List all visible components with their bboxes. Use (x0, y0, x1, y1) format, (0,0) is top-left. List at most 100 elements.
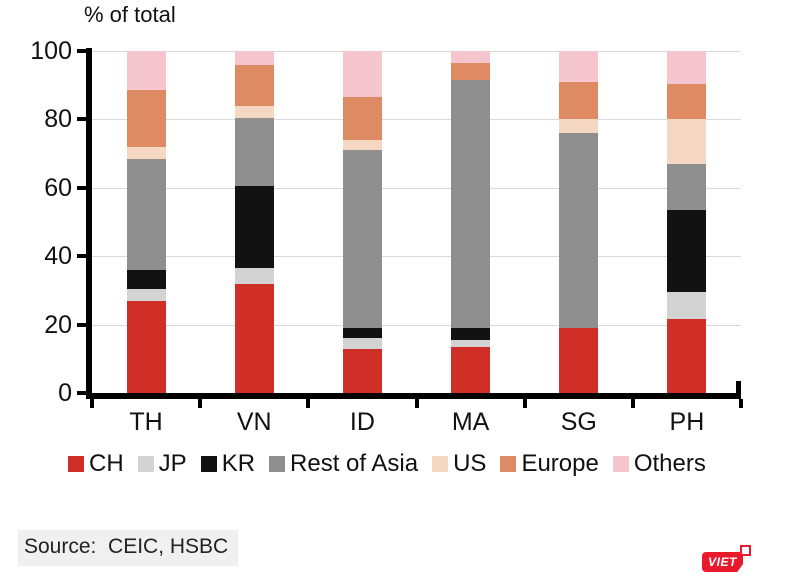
bar-MA (451, 51, 491, 393)
x-tick-4 (522, 399, 527, 408)
legend-item-ch: CH (68, 450, 124, 478)
segment-SG-europe (559, 81, 599, 120)
source-note: Source: CEIC, HSBC (18, 530, 239, 566)
gridline-60 (92, 187, 741, 189)
plot-area (92, 51, 741, 393)
viet-logo: VIET (702, 545, 752, 573)
x-axis-label-ID: ID (349, 408, 375, 436)
segment-TH-rest-of-asia (126, 158, 166, 270)
segment-VN-rest-of-asia (234, 117, 274, 187)
segment-TH-europe (126, 90, 166, 147)
legend-item-europe: Europe (500, 450, 599, 478)
segment-SG-ch (559, 328, 599, 393)
y-tick-80 (77, 117, 86, 122)
legend: CH JP KR Rest of Asia US Europe Others (68, 450, 706, 478)
segment-VN-europe (234, 64, 274, 106)
segment-SG-rest-of-asia (559, 133, 599, 329)
bar-ID (342, 51, 382, 393)
legend-swatch-icon (432, 456, 449, 472)
x-tick-5 (630, 399, 635, 408)
y-axis-label-0: 0 (58, 379, 72, 407)
segment-ID-ch (342, 348, 382, 393)
y-tick-40 (77, 254, 86, 259)
bar-PH (667, 51, 707, 393)
y-axis-label-60: 60 (44, 173, 72, 202)
segment-PH-ch (667, 319, 707, 393)
legend-item-jp: JP (137, 450, 187, 478)
x-tick-6 (739, 399, 743, 408)
segment-PH-us (667, 119, 707, 164)
segment-VN-us (234, 105, 274, 118)
segment-ID-rest-of-asia (342, 150, 382, 329)
legend-label: Rest of Asia (290, 450, 419, 477)
legend-item-kr: KR (200, 450, 256, 478)
x-tick-2 (306, 399, 311, 408)
segment-PH-kr (667, 210, 707, 293)
x-axis-label-VN: VN (236, 408, 272, 436)
x-axis-label-MA: MA (451, 408, 490, 436)
legend-item-us: US (432, 450, 486, 478)
legend-swatch-icon (68, 456, 84, 472)
segment-PH-others (667, 51, 707, 84)
viet-logo-corner-icon (740, 545, 751, 556)
segment-ID-us (342, 139, 382, 151)
y-axis-label-100: 100 (30, 37, 72, 65)
segment-VN-kr (234, 186, 274, 269)
x-axis-label-SG: SG (560, 408, 597, 436)
segment-SG-others (559, 51, 599, 82)
x-axis-line (86, 393, 741, 399)
legend-item-rest-of-asia: Rest of Asia (269, 450, 418, 478)
bar-SG (559, 51, 599, 393)
segment-TH-kr (126, 269, 166, 289)
segment-PH-jp (667, 292, 707, 320)
y-axis-label-80: 80 (44, 105, 72, 134)
legend-swatch-icon (200, 456, 217, 472)
legend-label: Europe (521, 450, 599, 477)
y-tick-100 (77, 49, 86, 53)
legend-label: KR (221, 450, 256, 477)
x-axis-end-tick (736, 381, 741, 394)
segment-TH-others (126, 51, 166, 91)
segment-MA-jp (451, 340, 491, 347)
segment-ID-others (342, 51, 382, 98)
segment-ID-europe (342, 97, 382, 140)
x-tick-1 (198, 399, 203, 408)
x-tick-0 (90, 399, 94, 408)
bar-VN (234, 51, 274, 393)
segment-MA-europe (451, 62, 491, 81)
viet-logo-box: VIET (702, 552, 743, 572)
legend-label: Others (633, 450, 706, 477)
gridline-20 (92, 324, 741, 326)
legend-swatch-icon (612, 456, 629, 472)
bar-TH (126, 51, 166, 393)
segment-MA-kr (451, 328, 491, 340)
y-axis-label-40: 40 (44, 242, 72, 271)
segment-TH-ch (126, 300, 166, 393)
segment-PH-europe (667, 83, 707, 120)
y-axis-label-20: 20 (44, 310, 72, 339)
y-tick-0 (77, 391, 86, 395)
segment-VN-jp (234, 268, 274, 284)
x-tick-3 (414, 399, 419, 408)
segment-MA-others (451, 51, 491, 63)
legend-label: US (453, 450, 487, 477)
x-axis-label-PH: PH (669, 408, 705, 436)
legend-swatch-icon (137, 456, 154, 472)
segment-VN-others (234, 51, 274, 65)
gridline-100 (92, 51, 741, 52)
legend-swatch-icon (500, 456, 517, 472)
gridline-40 (92, 256, 741, 258)
segment-ID-jp (342, 338, 382, 349)
y-tick-20 (77, 322, 86, 327)
legend-label: CH (89, 450, 124, 477)
legend-label: JP (158, 450, 187, 477)
segment-TH-jp (126, 288, 166, 301)
y-tick-60 (77, 185, 86, 190)
x-axis-label-TH: TH (129, 408, 163, 436)
y-axis-line (86, 48, 92, 399)
segment-ID-kr (342, 328, 382, 339)
segment-SG-us (559, 119, 599, 134)
legend-swatch-icon (269, 456, 286, 472)
chart-title: % of total (84, 2, 176, 27)
